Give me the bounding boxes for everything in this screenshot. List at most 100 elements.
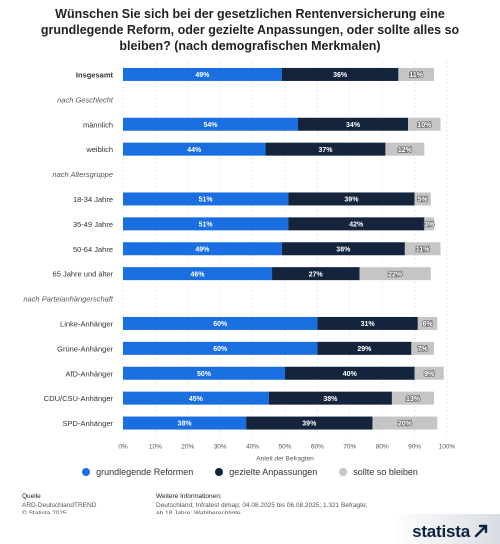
- statista-logo[interactable]: statista: [412, 522, 470, 541]
- stacked-bar-chart: 0% 10% 20% 30% 40% 50% 60% 70% 80% 90% 100% Anteil …: [23, 62, 456, 463]
- data-label: 36%: [333, 72, 348, 79]
- group-label: nach Parteianhängerschaft: [23, 295, 114, 304]
- legend-swatch-bleiben: [339, 468, 348, 476]
- bar-segment: [414, 366, 444, 380]
- bar-segment: [268, 391, 392, 405]
- legend-item-bleiben[interactable]: sollte so bleiben: [339, 467, 418, 477]
- x-tick-label: 40%: [246, 444, 259, 451]
- category-label: Grüne-Anhänger: [57, 344, 113, 353]
- data-label: 51%: [199, 221, 214, 228]
- x-tick-label: 50%: [278, 444, 291, 451]
- data-label: 38%: [336, 246, 351, 253]
- legend-swatch-anpassungen: [215, 468, 224, 476]
- chart-title: Wünschen Sie sich bei der gesetzlichen R…: [40, 7, 460, 53]
- data-label: 22%: [388, 271, 403, 278]
- bar-segment: [246, 416, 373, 430]
- x-tick-label: 10%: [149, 444, 162, 451]
- bar-segment: [297, 117, 409, 131]
- copyright: © Statista 2025: [22, 510, 96, 519]
- category-label: 65 Jahre und älter: [53, 270, 114, 279]
- data-label: 10%: [417, 122, 432, 129]
- bar-segment: [417, 316, 438, 330]
- data-label: 49%: [195, 246, 210, 253]
- legend-label-anpassungen: gezielte Anpassungen: [229, 467, 318, 477]
- data-label: 37%: [318, 147, 333, 154]
- bar-segment: [265, 142, 386, 156]
- bar-segment: [285, 366, 415, 380]
- data-label: 20%: [398, 421, 413, 428]
- data-label: 27%: [309, 271, 324, 278]
- data-label: 60%: [213, 346, 228, 353]
- legend-label-reformen: grundlegende Reformen: [96, 467, 194, 477]
- x-tick-label: 20%: [181, 444, 194, 451]
- category-label: männlich: [83, 120, 113, 129]
- x-tick-label: 60%: [311, 444, 324, 451]
- x-axis-label: Anteil der Befragten: [256, 456, 314, 463]
- bar-segment: [272, 267, 360, 281]
- bar-segment: [317, 316, 418, 330]
- bar-segment: [408, 117, 441, 131]
- bar-segment: [123, 67, 282, 81]
- info-text-2: ab 18 Jahre; Wahlberechtigte: [156, 510, 376, 519]
- bar-segment: [288, 217, 425, 231]
- data-label: 39%: [302, 421, 317, 428]
- x-tick-label: 90%: [408, 444, 421, 451]
- statista-logo-icon: [474, 524, 488, 538]
- data-label: 7%: [418, 346, 429, 353]
- category-label: 50-64 Jahre: [73, 245, 113, 254]
- legend-item-reformen[interactable]: grundlegende Reformen: [82, 467, 193, 477]
- data-label: 34%: [346, 122, 361, 129]
- bar-segment: [391, 391, 435, 405]
- data-label: 60%: [213, 321, 228, 328]
- source-block: Quelle ARD-DeutschlandTREND © Statista 2…: [22, 493, 96, 519]
- data-label: 45%: [189, 396, 204, 403]
- legend-label-bleiben: sollte so bleiben: [353, 467, 418, 477]
- category-label: 35-49 Jahre: [73, 220, 113, 229]
- info-block: Weitere Informationen: Deutschland; Infr…: [156, 493, 376, 519]
- bar-segment: [424, 217, 435, 231]
- category-label: Insgesamt: [76, 70, 114, 79]
- info-heading[interactable]: Weitere Informationen:: [156, 493, 222, 500]
- data-label: 44%: [187, 147, 202, 154]
- data-label: 5%: [418, 197, 429, 204]
- legend-swatch-reformen: [82, 468, 91, 476]
- data-label: 42%: [349, 221, 364, 228]
- data-label: 39%: [344, 197, 359, 204]
- bar-segment: [385, 142, 425, 156]
- bar-segment: [123, 192, 289, 206]
- data-label: 11%: [416, 246, 430, 253]
- x-tick-label: 80%: [376, 444, 389, 451]
- data-label: 29%: [357, 346, 372, 353]
- category-label: 18-34 Jahre: [73, 195, 113, 204]
- category-label: weiblich: [85, 145, 113, 154]
- source-name[interactable]: ARD-DeutschlandTREND: [22, 501, 97, 509]
- category-label: CDU/CSU-Anhänger: [44, 394, 114, 403]
- data-label: 11%: [409, 72, 423, 79]
- category-label: SPD-Anhänger: [63, 419, 114, 428]
- bar-segment: [411, 341, 435, 355]
- source-heading: Quelle: [22, 493, 41, 500]
- legend-item-anpassungen[interactable]: gezielte Anpassungen: [215, 467, 317, 477]
- data-label: 13%: [406, 396, 421, 403]
- data-label: 40%: [343, 371, 358, 378]
- bar-segment: [123, 242, 282, 256]
- data-label: 12%: [398, 147, 413, 154]
- data-label: 6%: [422, 321, 433, 328]
- bar-segment: [288, 192, 415, 206]
- category-label: Linke-Anhänger: [60, 319, 113, 328]
- bar-segment: [123, 416, 247, 430]
- bar-segment: [123, 316, 318, 330]
- x-tick-label: 70%: [343, 444, 356, 451]
- group-label: nach Geschlecht: [57, 95, 114, 104]
- data-label: 38%: [323, 396, 338, 403]
- data-label: 51%: [199, 197, 214, 204]
- footer-bar: statista: [0, 514, 500, 544]
- data-label: 54%: [203, 122, 218, 129]
- bar-segment: [404, 242, 441, 256]
- bar-segment: [123, 391, 269, 405]
- bar-segment: [398, 67, 435, 81]
- data-label: 50%: [197, 371, 212, 378]
- bar-segment: [123, 341, 318, 355]
- legend: grundlegende Reformen gezielte Anpassung…: [0, 467, 500, 477]
- bar-segment: [281, 67, 399, 81]
